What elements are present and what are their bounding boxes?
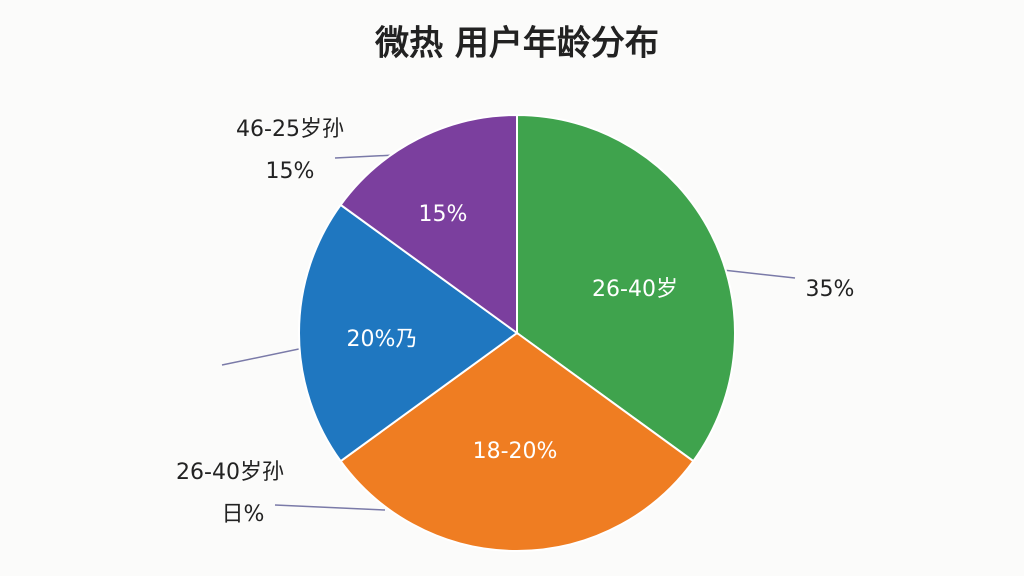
slice-label: 26-40岁 [592,277,678,302]
slice-label: 20%乃 [347,327,418,352]
outer-label: 15% [266,159,315,184]
pie-slice [516,113,736,463]
outer-label: 35% [806,277,855,302]
leader-line [334,154,396,159]
chart-title: 微热 用户年龄分布 [374,24,659,64]
slice-label: 18-20% [473,439,558,464]
pie-slice [339,113,518,335]
slice-label: 15% [419,202,468,227]
outer-label: 46-25岁孙 [236,117,344,142]
pie-slice [339,331,695,552]
outer-label: 日% [222,502,265,527]
pie-slice [298,203,519,463]
outer-label: 26-40岁孙 [176,460,284,485]
